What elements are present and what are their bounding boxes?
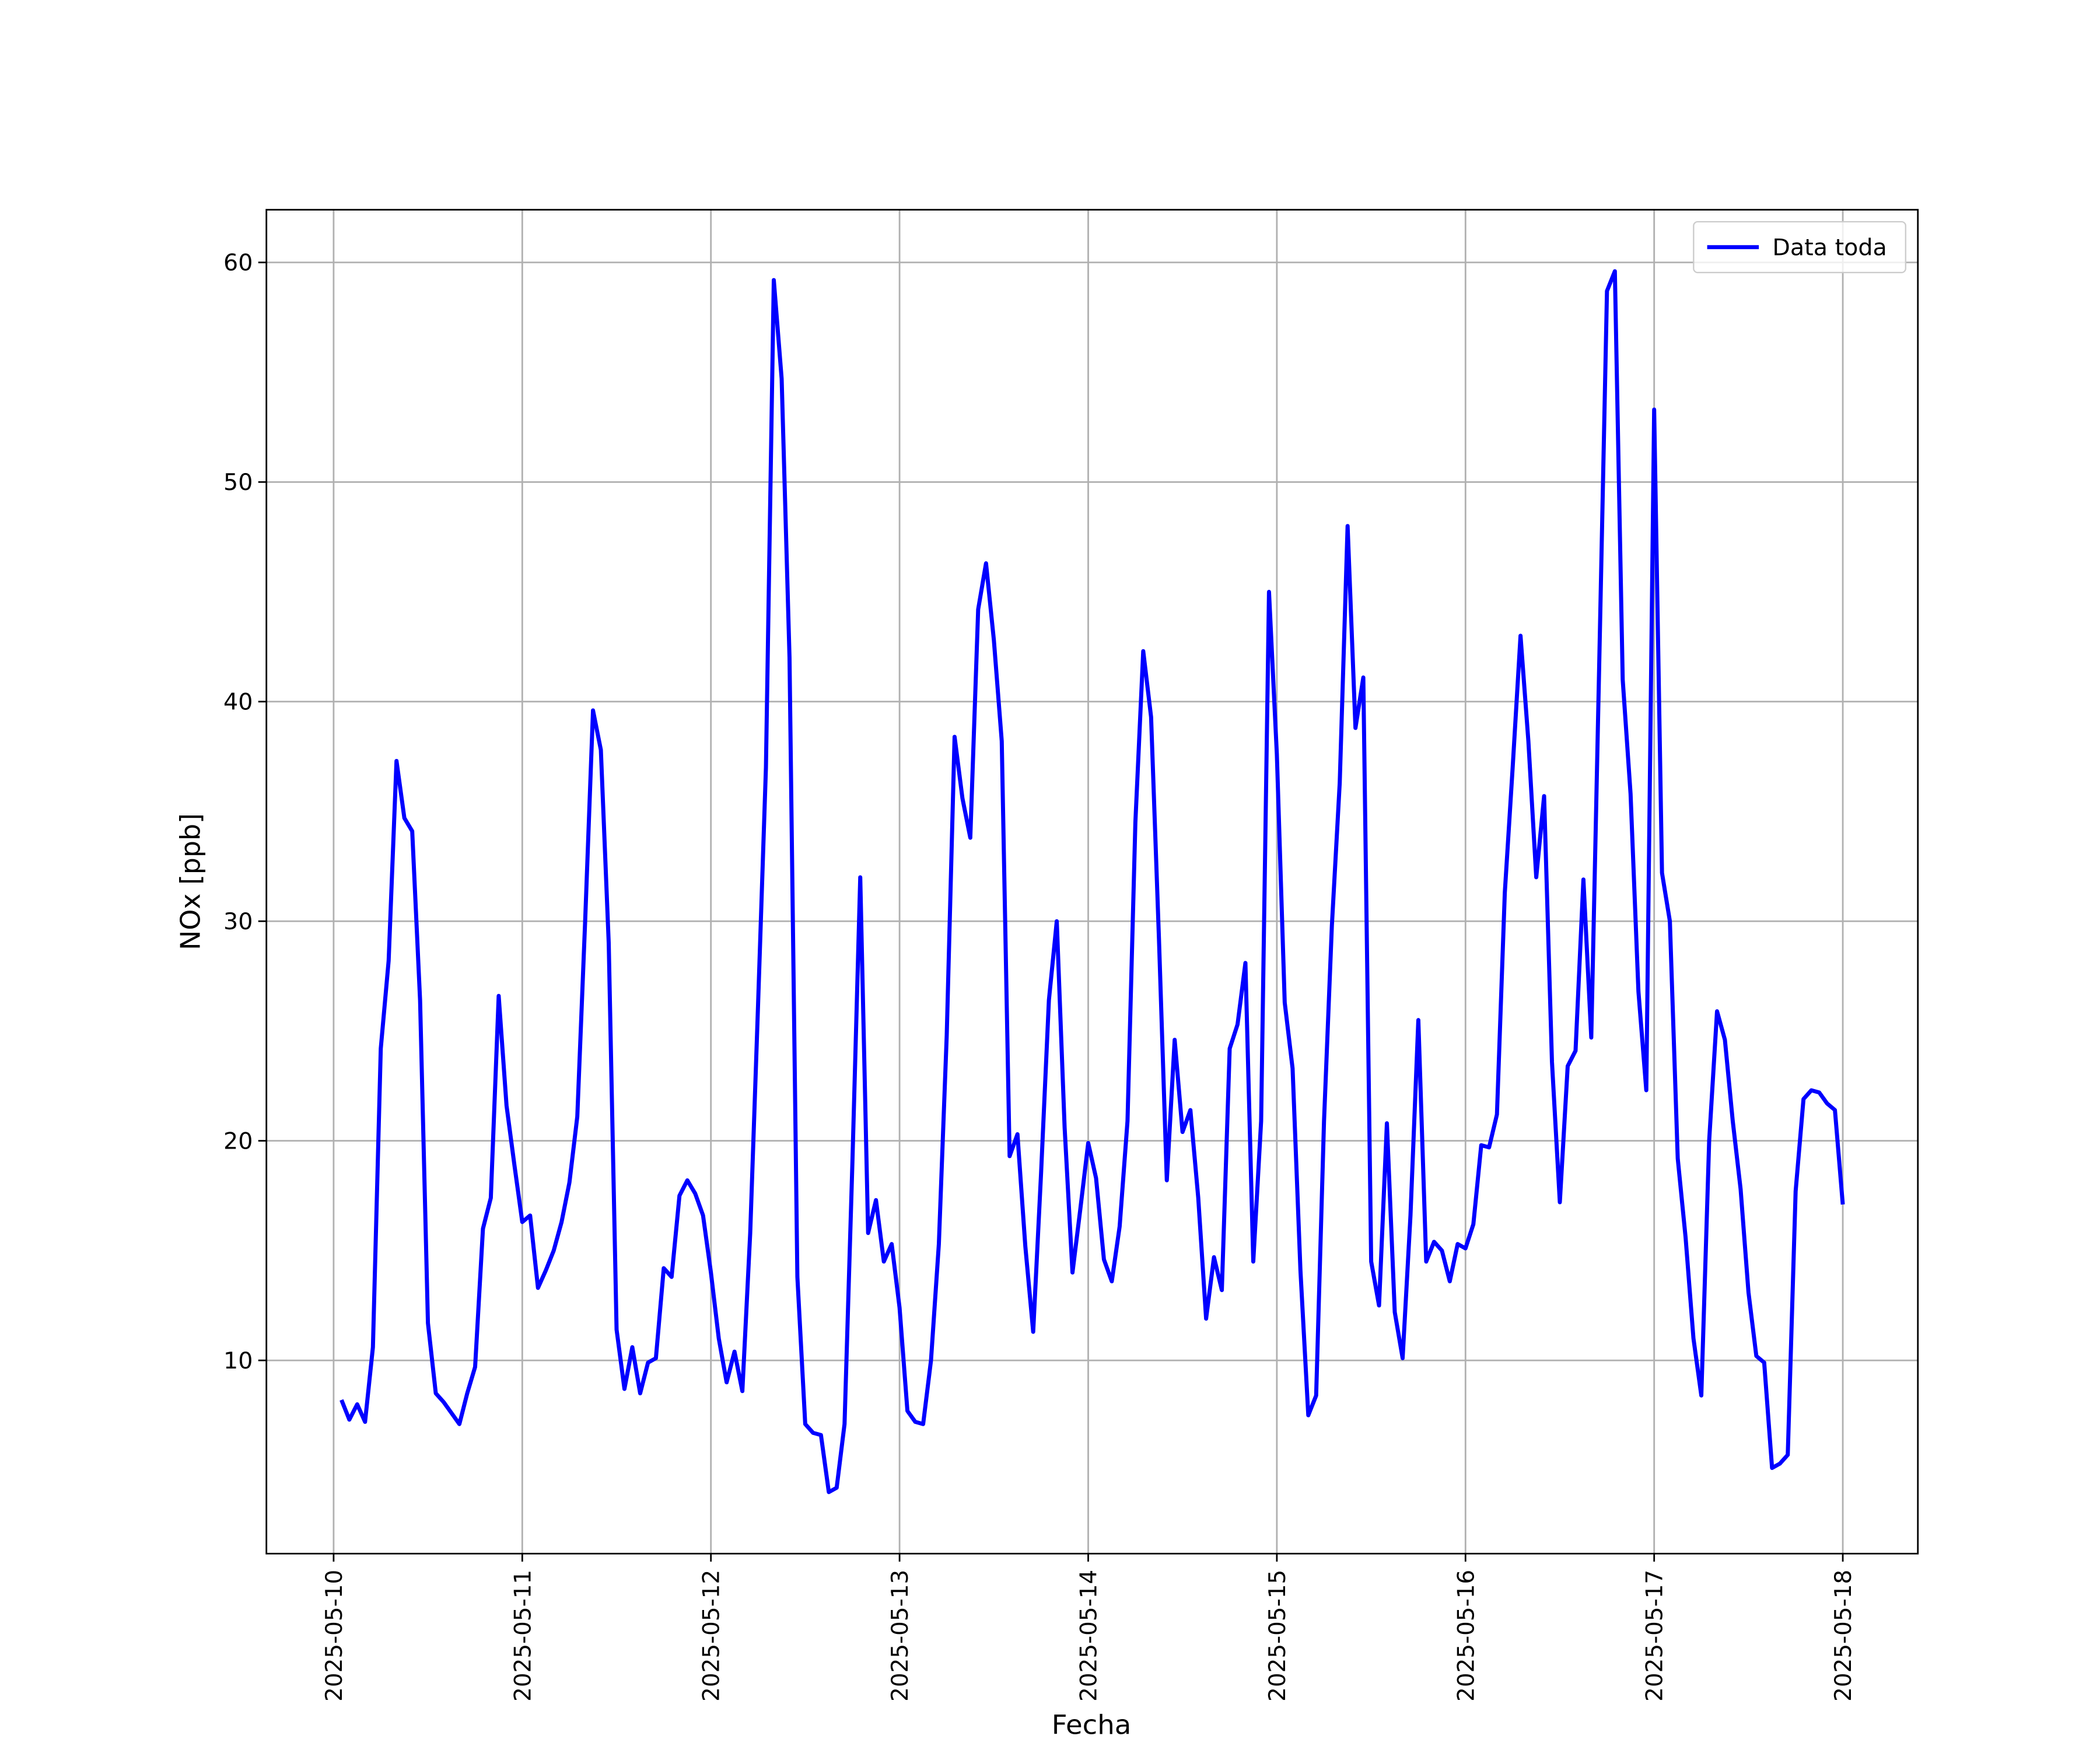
x-tick-label: 2025-05-13 (887, 1570, 914, 1702)
x-tick-label: 2025-05-16 (1453, 1570, 1479, 1702)
y-tick-label: 50 (223, 470, 253, 496)
x-tick-label: 2025-05-11 (510, 1570, 536, 1702)
y-tick-label: 10 (223, 1348, 253, 1374)
x-tick-label: 2025-05-18 (1831, 1570, 1857, 1702)
x-tick-label: 2025-05-14 (1076, 1570, 1102, 1702)
y-tick-label: 20 (223, 1129, 253, 1155)
x-tick-label: 2025-05-12 (698, 1570, 724, 1702)
data-line (340, 269, 1845, 1494)
legend: Data toda (1693, 221, 1906, 274)
y-axis-label: NOx [ppb] (174, 813, 206, 950)
data-layer (340, 269, 1845, 1494)
y-tick-label: 30 (223, 909, 253, 935)
x-axis-label: Fecha (1052, 1709, 1132, 1741)
y-tick-label: 60 (223, 250, 253, 276)
x-tick-label: 2025-05-10 (321, 1570, 348, 1702)
legend-label: Data toda (1772, 235, 1887, 261)
y-tick-label: 40 (223, 690, 253, 716)
x-tick-label: 2025-05-15 (1265, 1570, 1291, 1702)
x-tick-label: 2025-05-17 (1642, 1570, 1668, 1702)
axes-frame (265, 209, 1919, 1555)
legend-frame (1693, 221, 1906, 274)
